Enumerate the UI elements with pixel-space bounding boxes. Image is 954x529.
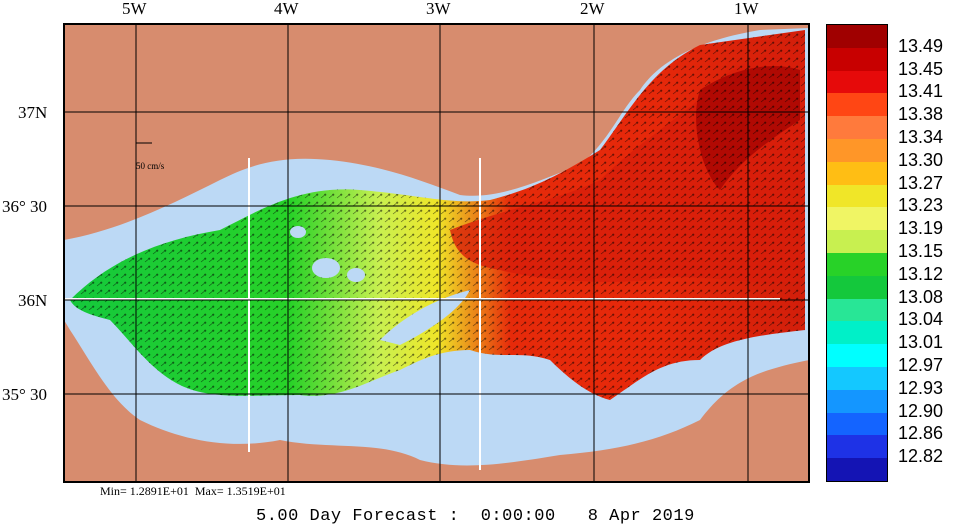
lat-label: 35° 30 — [2, 385, 47, 404]
colorbar-swatch — [827, 230, 887, 254]
colorbar-level-label: 13.49 — [898, 35, 944, 56]
alboran-ridge — [380, 290, 470, 345]
colorbar-level-label: 13.12 — [898, 263, 944, 284]
colorbar-level-label: 12.97 — [898, 355, 944, 375]
shoal-3 — [290, 226, 306, 238]
colorbar-level-label: 13.19 — [898, 218, 944, 239]
lon-label: 2W — [580, 0, 606, 18]
colorbar-swatch — [827, 70, 887, 94]
colorbar-swatch — [827, 207, 887, 231]
colorbar-level-label: 13.41 — [898, 81, 944, 102]
colorbar-level-label: 13.23 — [898, 195, 944, 216]
colorbar-level-label: 13.38 — [898, 104, 944, 125]
colorbar-swatch — [827, 321, 887, 345]
forecast-caption: 5.00 Day Forecast : 0:00:00 8 Apr 2019 — [256, 507, 695, 526]
colorbar-level-label: 12.86 — [898, 423, 944, 444]
colorbar-swatch — [827, 161, 887, 186]
colorbar-level-label: 13.15 — [898, 241, 944, 261]
min-max-text: Min= 1.2891E+01 Max= 1.3519E+01 — [100, 484, 286, 498]
colorbar-level-label: 13.04 — [898, 309, 944, 330]
map-frame — [63, 23, 810, 483]
vector-scale-label: 50 cm/s — [136, 161, 165, 171]
map-area — [64, 24, 809, 482]
lon-label: 1W — [734, 0, 760, 18]
lon-label: 3W — [426, 0, 452, 18]
lat-label: 36N — [18, 291, 47, 310]
colorbar-swatch — [827, 412, 887, 436]
shoal-1 — [312, 258, 340, 278]
colorbar-swatch — [827, 298, 887, 322]
shoal-2 — [347, 268, 365, 282]
colorbar-level-label: 13.30 — [898, 149, 944, 170]
graticule — [64, 24, 809, 482]
colorbar-swatch — [827, 253, 887, 277]
section-lines — [64, 158, 780, 470]
lon-label: 4W — [274, 0, 300, 18]
lat-label: 37N — [18, 103, 47, 122]
colorbar-swatch — [827, 116, 887, 140]
colorbar-swatch — [827, 435, 887, 459]
colorbar-level-label: 12.93 — [898, 377, 944, 398]
colorbar-swatch — [827, 139, 887, 163]
colorbar-level-label: 12.82 — [898, 446, 944, 467]
colorbar-swatch — [827, 275, 887, 300]
colorbar-level-label: 13.01 — [898, 332, 944, 353]
colorbar-level-label: 13.27 — [898, 172, 944, 193]
colorbar-swatch — [827, 184, 887, 208]
colorbar-swatch — [827, 389, 887, 414]
lat-label: 36° 30 — [2, 197, 47, 216]
colorbar-swatch — [827, 458, 887, 482]
velocity-vectors — [70, 30, 805, 400]
colorbar-swatch — [827, 25, 887, 49]
colorbar-level-label: 13.08 — [898, 286, 944, 307]
lon-label: 5W — [122, 0, 148, 18]
colorbar-swatch — [827, 367, 887, 391]
colorbar-swatch — [827, 344, 887, 368]
temperature-colorbar — [826, 24, 888, 482]
colorbar-level-label: 12.90 — [898, 400, 944, 421]
colorbar-swatch — [827, 93, 887, 117]
colorbar-level-label: 13.34 — [898, 127, 944, 147]
colorbar-level-label: 13.45 — [898, 58, 944, 79]
colorbar-swatch — [827, 47, 887, 72]
